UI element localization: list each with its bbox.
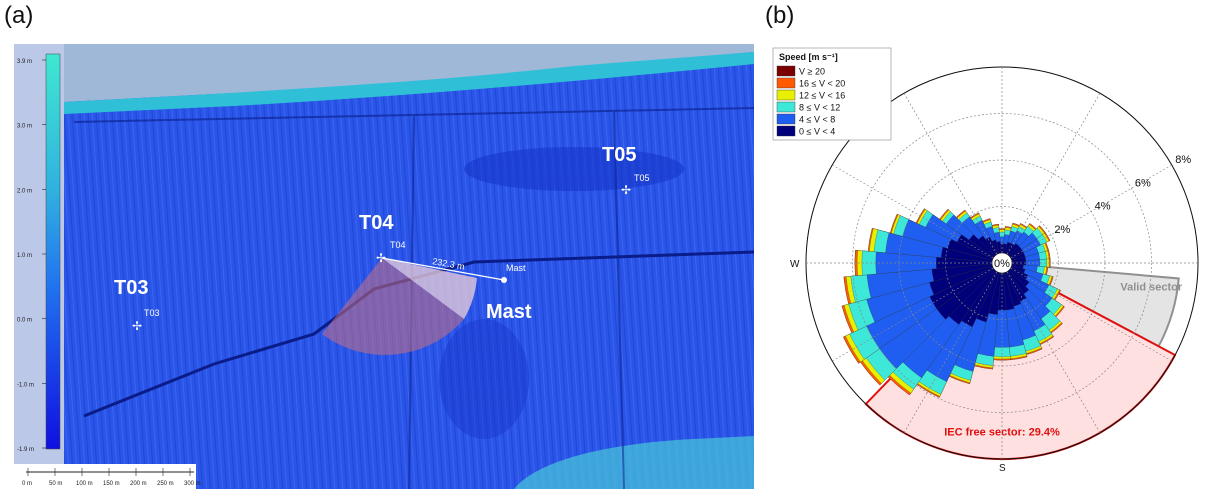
turbine-small-label: T03 bbox=[144, 308, 160, 318]
turbine-icon: ✢ bbox=[376, 251, 386, 265]
ring-label: 4% bbox=[1095, 201, 1111, 213]
rose-spoke bbox=[832, 164, 994, 259]
mast-small-label: Mast bbox=[506, 263, 526, 273]
terrain-map: 232.3 m 3.9 m3.0 m2.0 m1.0 m0.0 m-1.0 m-… bbox=[14, 44, 754, 489]
turbine-label: T04 bbox=[359, 212, 394, 234]
rose-spoke bbox=[1006, 93, 1101, 255]
scalebar-tick-label: 100 m bbox=[76, 481, 93, 487]
turbine-icon: ✢ bbox=[132, 319, 142, 333]
colorbar-tick-label: -1.9 m bbox=[17, 447, 34, 453]
panel-label-b: (b) bbox=[765, 2, 795, 29]
turbine-label: T03 bbox=[114, 277, 148, 299]
direction-label-s: S bbox=[999, 463, 1006, 474]
wind-rose: Valid sector IEC free sector: 29.4% 0% 2% 4… bbox=[772, 47, 1199, 474]
dike bbox=[64, 52, 754, 114]
scalebar-tick-label: 150 m bbox=[103, 481, 120, 487]
rose-spoke bbox=[832, 267, 994, 362]
scalebar-tick-label: 0 m bbox=[22, 481, 32, 487]
rose-spoke bbox=[1010, 267, 1172, 362]
legend-swatch bbox=[776, 65, 796, 77]
scalebar-tick-label: 200 m bbox=[130, 481, 147, 487]
sea-area bbox=[14, 44, 754, 104]
turbine-t03: T03 T03 ✢ bbox=[114, 277, 160, 333]
legend-entry: 4 ≤ V < 8 bbox=[799, 115, 835, 125]
met-mast: Mast Mast bbox=[486, 263, 532, 323]
scalebar-tick-label: 250 m bbox=[157, 481, 174, 487]
colorbar-tick-label: 0.0 m bbox=[17, 318, 32, 324]
legend-swatch bbox=[776, 77, 796, 89]
low-area bbox=[464, 147, 684, 191]
iec-sector-label: IEC free sector: 29.4% bbox=[944, 426, 1060, 438]
legend-swatch bbox=[776, 101, 796, 113]
ring-label: 6% bbox=[1135, 177, 1151, 189]
ring-label: 2% bbox=[1054, 224, 1070, 236]
rose-spoke bbox=[903, 93, 998, 255]
rose-spoke bbox=[1006, 271, 1101, 433]
turbine-t04: T04 T04 ✢ bbox=[359, 212, 406, 265]
colorbar-tick-label: 1.0 m bbox=[17, 253, 32, 259]
legend: Speed [m s⁻¹] V ≥ 20 16 ≤ V < 20 12 ≤ V < … bbox=[772, 47, 892, 141]
legend-entry: 8 ≤ V < 12 bbox=[799, 103, 840, 113]
legend-swatch bbox=[776, 125, 796, 137]
legend-entry: 12 ≤ V < 16 bbox=[799, 91, 845, 101]
direction-label-w: W bbox=[790, 259, 800, 270]
colorbar-tick-label: 2.0 m bbox=[17, 188, 32, 194]
turbine-small-label: T05 bbox=[634, 173, 650, 183]
colorbar-tick-label: 3.0 m bbox=[17, 124, 32, 130]
legend-swatch bbox=[776, 113, 796, 125]
distance-line bbox=[381, 257, 505, 281]
turbine-small-label: T04 bbox=[390, 240, 406, 250]
low-area bbox=[439, 319, 529, 439]
shore-area bbox=[514, 436, 754, 489]
measurement-sector bbox=[382, 258, 477, 319]
rose-ring bbox=[945, 206, 1059, 320]
valid-sector-label: Valid sector bbox=[1120, 282, 1182, 294]
canal bbox=[613, 111, 625, 489]
legend-swatch bbox=[776, 89, 796, 101]
legend-entry: 0 ≤ V < 4 bbox=[799, 127, 835, 137]
turbine-t05: T05 T05 ✢ bbox=[602, 144, 650, 197]
scalebar-frame bbox=[14, 464, 196, 489]
canal bbox=[73, 107, 754, 123]
exclusion-sector bbox=[322, 258, 464, 355]
mast-label: Mast bbox=[486, 301, 532, 323]
legend-title: Speed [m s⁻¹] bbox=[779, 52, 838, 62]
ring-label: 0% bbox=[994, 258, 1010, 270]
colorbar-tick-label: 3.9 m bbox=[17, 59, 32, 65]
rose-ring bbox=[852, 113, 1152, 413]
panel-label-a: (a) bbox=[4, 2, 34, 29]
turbine-label: T05 bbox=[602, 144, 636, 166]
colorbar-tick-label: -1.0 m bbox=[17, 382, 34, 388]
colorbar bbox=[45, 53, 61, 450]
legend-entry: V ≥ 20 bbox=[799, 67, 825, 77]
scalebar-tick-label: 50 m bbox=[49, 481, 62, 487]
rose-spoke bbox=[1010, 164, 1172, 259]
scalebar-tick-label: 300 m bbox=[184, 481, 201, 487]
rose-spoke bbox=[903, 271, 998, 433]
legend-entry: 16 ≤ V < 20 bbox=[799, 79, 845, 89]
mast-marker bbox=[501, 277, 507, 283]
turbine-icon: ✢ bbox=[621, 183, 631, 197]
ring-label: 8% bbox=[1175, 154, 1191, 166]
